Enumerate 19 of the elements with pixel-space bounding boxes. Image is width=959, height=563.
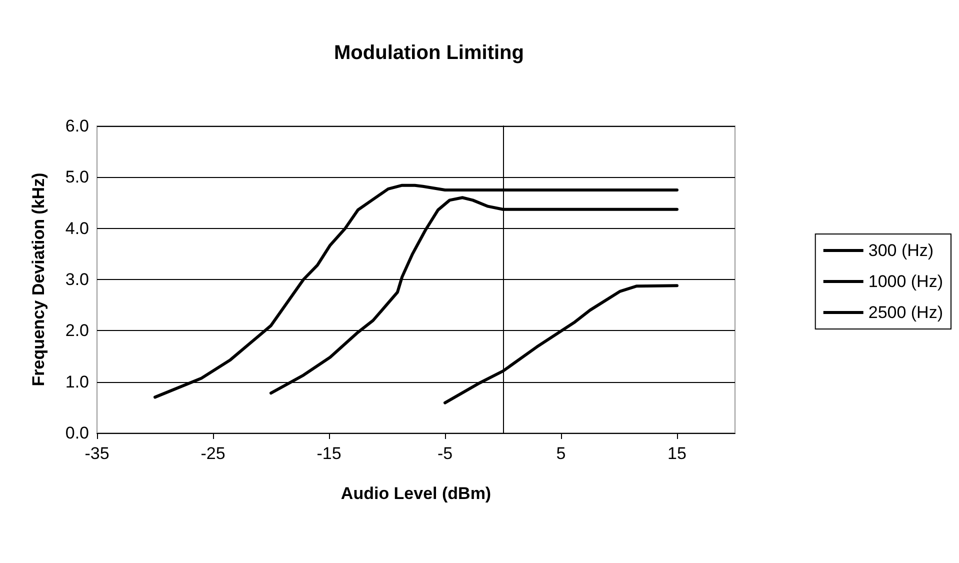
x-tick-label: -5 bbox=[437, 444, 453, 463]
y-tick-label: 3.0 bbox=[65, 270, 89, 289]
x-tick-label: -15 bbox=[316, 444, 342, 463]
y-tick-label: 4.0 bbox=[65, 218, 89, 238]
y-tick-label: 5.0 bbox=[65, 168, 89, 187]
y-tick-label: 0.0 bbox=[65, 424, 89, 442]
legend-label: 2500 (Hz) bbox=[868, 303, 943, 322]
x-tick-label: -35 bbox=[84, 444, 110, 463]
legend-label: 1000 (Hz) bbox=[868, 272, 943, 291]
chart-title: Modulation Limiting bbox=[334, 42, 524, 64]
x-tick-label: -25 bbox=[200, 444, 226, 463]
y-tick-label: 2.0 bbox=[65, 321, 89, 340]
legend-label: 300 (Hz) bbox=[868, 241, 934, 260]
x-tick-label: 5 bbox=[556, 444, 566, 463]
y-axis-title: Frequency Deviation (kHz) bbox=[29, 172, 48, 386]
x-tick-label: 15 bbox=[668, 444, 686, 463]
y-tick-label: 6.0 bbox=[65, 116, 89, 136]
x-axis-title: Audio Level (dBm) bbox=[340, 484, 492, 503]
y-tick-label: 1.0 bbox=[65, 372, 89, 392]
